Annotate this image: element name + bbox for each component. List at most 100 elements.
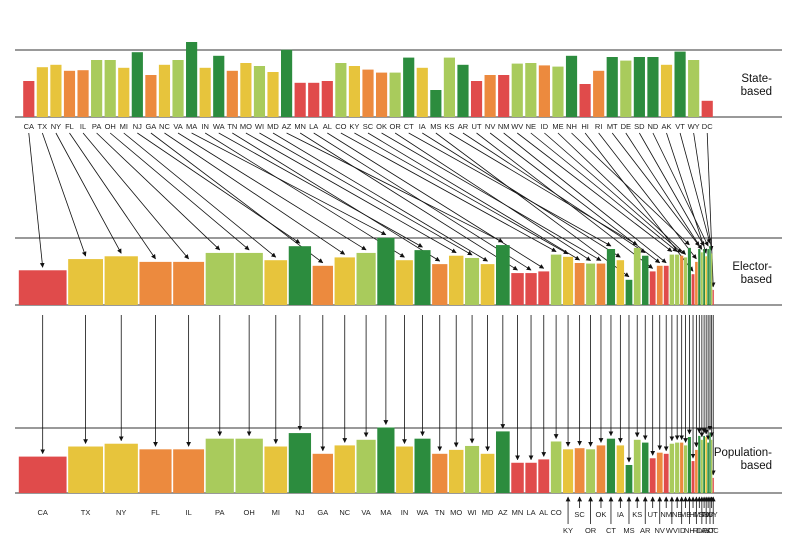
bar-population-va [356, 439, 376, 493]
tick-label-top-oh: OH [105, 122, 116, 131]
bar-population-oh [235, 438, 263, 493]
bar-elector-nm [663, 265, 669, 305]
bar-elector-in [396, 260, 413, 305]
bar-state-tn [226, 70, 238, 117]
bar-population-tx [68, 446, 104, 493]
tick-label-bottom-dc: DC [708, 526, 719, 535]
state-based-labels: CA TX NY FL IL PA OH MI NJ GA NC VA MA IN WA TN MO WI MD AZ… [24, 122, 714, 131]
bar-elector-md [480, 264, 495, 305]
tick-label-top-ms: MS [430, 122, 441, 131]
arrow-top-to-mid-mt [611, 132, 700, 247]
panel-label-state: State-based [741, 73, 773, 98]
bar-population-mn [511, 462, 524, 493]
bar-population-de [700, 439, 703, 493]
tick-label-bottom-ne: NE [672, 510, 682, 519]
tick-label-top-wy: WY [688, 122, 700, 131]
bar-elector-ia [616, 260, 625, 305]
tick-label-bottom-wv: WV [666, 526, 678, 535]
bar-state-mt [606, 57, 618, 117]
arrow-top-to-mid-ny [55, 132, 122, 254]
bar-population-ar [642, 442, 649, 493]
bar-elector-va [356, 252, 376, 305]
bar-state-id [538, 65, 550, 117]
bar-state-az [281, 49, 293, 117]
tick-label-bottom-fl: FL [151, 508, 160, 517]
tick-label-top-ri: RI [595, 122, 603, 131]
tick-label-bottom-ks: KS [632, 510, 642, 519]
bar-state-vt [674, 51, 686, 117]
bar-state-ar [457, 64, 469, 117]
tick-label-top-de: DE [621, 122, 631, 131]
bar-state-nd [647, 57, 659, 117]
tick-label-bottom-ct: CT [606, 526, 616, 535]
bar-population-or [586, 449, 596, 493]
tick-label-top-sc: SC [363, 122, 374, 131]
bar-elector-la [525, 273, 537, 305]
bar-elector-de [700, 252, 703, 305]
bar-population-mo [448, 449, 464, 493]
bar-population-md [480, 453, 495, 493]
tick-label-top-nv: NV [485, 122, 495, 131]
tick-label-bottom-co: CO [550, 508, 561, 517]
arrow-top-to-mid-mi [123, 132, 277, 258]
bar-elector-ri [695, 261, 698, 305]
tick-label-bottom-nh: NH [684, 526, 695, 535]
bar-elector-ga [312, 265, 333, 305]
bar-elector-dc [712, 289, 714, 305]
arrow-top-to-mid-id [544, 132, 683, 254]
tick-label-bottom-mn: MN [512, 508, 524, 517]
tick-label-top-ct: CT [404, 122, 414, 131]
arrow-top-to-mid-nv [489, 132, 661, 264]
bar-elector-nv [656, 265, 663, 305]
bar-elector-al [538, 271, 550, 305]
tick-label-top-sd: SD [634, 122, 645, 131]
bar-state-nh [565, 55, 578, 117]
arrow-top-to-mid-ut [476, 132, 654, 269]
bar-elector-id [680, 255, 684, 305]
bar-population-il [173, 449, 205, 493]
tick-label-top-tn: TN [227, 122, 237, 131]
tick-label-top-ny: NY [51, 122, 61, 131]
tick-label-top-nd: ND [648, 122, 659, 131]
bar-population-wa [414, 438, 431, 493]
bar-state-co [335, 63, 347, 117]
tick-label-top-az: AZ [282, 122, 292, 131]
tick-label-top-va: VA [173, 122, 182, 131]
bar-population-ak [705, 437, 707, 493]
arrow-top-to-mid-wv [517, 132, 673, 252]
tick-label-bottom-mt: MT [694, 510, 705, 519]
tick-label-top-ky: KY [349, 122, 359, 131]
bar-elector-ma [377, 237, 395, 305]
bar-state-or [389, 72, 401, 117]
arrow-top-to-mid-la [313, 132, 532, 271]
tick-label-top-md: MD [267, 122, 279, 131]
bar-state-nm [498, 75, 510, 117]
tick-label-bottom-wa: WA [417, 508, 429, 517]
tick-label-top-al: AL [323, 122, 332, 131]
bar-state-me [552, 66, 564, 117]
arrow-top-to-mid-in [204, 132, 405, 258]
bar-state-ne [525, 63, 537, 117]
bar-population-az [495, 431, 510, 493]
tick-label-top-id: ID [541, 122, 549, 131]
bar-elector-tx [68, 259, 104, 305]
tick-label-bottom-vt: VT [705, 526, 715, 535]
arrow-top-to-mid-ga [150, 132, 324, 264]
bar-state-ga [145, 75, 157, 117]
bar-population-vt [709, 433, 711, 493]
arrow-top-to-mid-hi [584, 132, 694, 272]
panel-label-elector: Elector-based [732, 261, 772, 286]
bar-population-ok [596, 445, 606, 493]
bar-population-wy [711, 439, 713, 493]
bar-state-wy [688, 60, 700, 117]
panel-label-population: Population-based [714, 447, 772, 472]
bar-state-wv [511, 63, 523, 117]
tick-label-bottom-in: IN [401, 508, 409, 517]
arrow-top-to-mid-ia [422, 132, 621, 258]
bar-state-ks [443, 57, 455, 117]
bar-state-fl [63, 70, 76, 117]
bar-population-fl [139, 449, 172, 493]
bar-elector-ut [649, 271, 656, 305]
elector-based-bars [18, 237, 714, 305]
tick-label-bottom-sc: SC [574, 510, 585, 519]
